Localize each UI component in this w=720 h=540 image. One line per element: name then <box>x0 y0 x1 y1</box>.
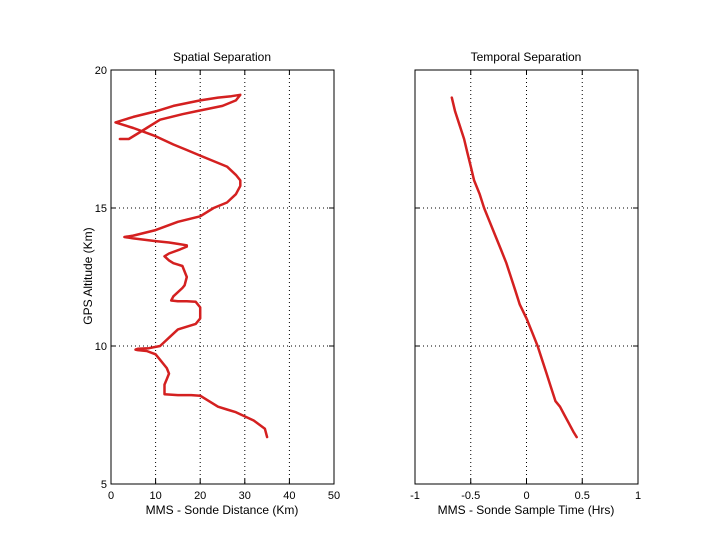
temporal-x-tick-label: -0.5 <box>461 490 480 502</box>
spatial-x-tick-label: 20 <box>194 490 206 502</box>
spatial-y-tick-label: 5 <box>101 479 107 491</box>
spatial-y-tick-label: 20 <box>95 65 107 77</box>
temporal-x-axis-label: MMS - Sonde Sample Time (Hrs) <box>438 503 615 517</box>
temporal-x-tick-label: 0.5 <box>575 490 590 502</box>
spatial-series-line <box>114 93 269 439</box>
temporal-x-tick-label: 1 <box>635 490 641 502</box>
temporal-chart-title: Temporal Separation <box>471 50 582 64</box>
spatial-x-axis-label: MMS - Sonde Distance (Km) <box>146 503 299 517</box>
spatial-plot-frame <box>110 69 335 485</box>
temporal-separation-axes: Temporal Separation MMS - Sonde Sample T… <box>410 50 641 517</box>
temporal-series-line <box>450 96 578 439</box>
spatial-x-tick-label: 10 <box>149 490 161 502</box>
temporal-x-tick-label: 0 <box>523 490 529 502</box>
spatial-x-tick-label: 50 <box>328 490 340 502</box>
temporal-x-tick-label: -1 <box>410 490 420 502</box>
spatial-separation-axes: Spatial Separation MMS - Sonde Distance … <box>81 50 340 517</box>
temporal-plot-frame <box>414 69 639 485</box>
spatial-chart-title: Spatial Separation <box>173 50 271 64</box>
spatial-x-tick-label: 40 <box>283 490 295 502</box>
spatial-x-tick-label: 30 <box>239 490 251 502</box>
spatial-y-tick-label: 10 <box>95 341 107 353</box>
spatial-y-tick-label: 15 <box>95 203 107 215</box>
spatial-y-axis-label: GPS Altitude (Km) <box>81 227 95 324</box>
spatial-x-tick-label: 0 <box>108 490 114 502</box>
